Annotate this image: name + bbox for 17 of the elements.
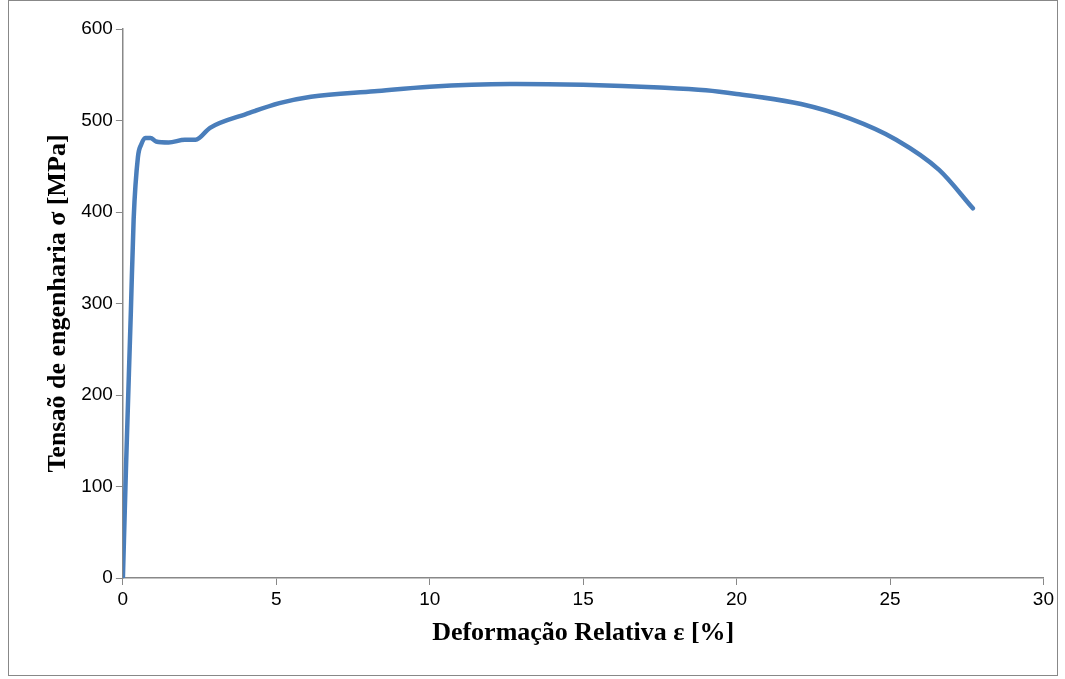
y-axis-title: Tensaõ de engenharia σ [MPa] (42, 134, 72, 473)
y-tick-label: 200 (81, 383, 113, 405)
x-tick-label: 0 (117, 587, 129, 609)
x-tick-label: 5 (271, 587, 282, 609)
x-tick-label: 15 (572, 587, 594, 609)
y-tick-label: 400 (81, 200, 113, 222)
x-tick-label: 30 (1032, 587, 1054, 609)
line-series (122, 81, 976, 578)
x-tick-label: 20 (726, 587, 748, 609)
y-tick-label: 300 (81, 291, 113, 313)
x-axis-title: Deformação Relativa ε [%] (432, 617, 735, 647)
y-tick-label: 500 (81, 108, 113, 130)
y-tick-label: 100 (81, 474, 113, 496)
x-tick-label: 25 (879, 587, 901, 609)
y-tick-label: 0 (102, 566, 113, 588)
x-tick-label: 10 (419, 587, 441, 609)
y-tick-label: 600 (81, 17, 113, 39)
